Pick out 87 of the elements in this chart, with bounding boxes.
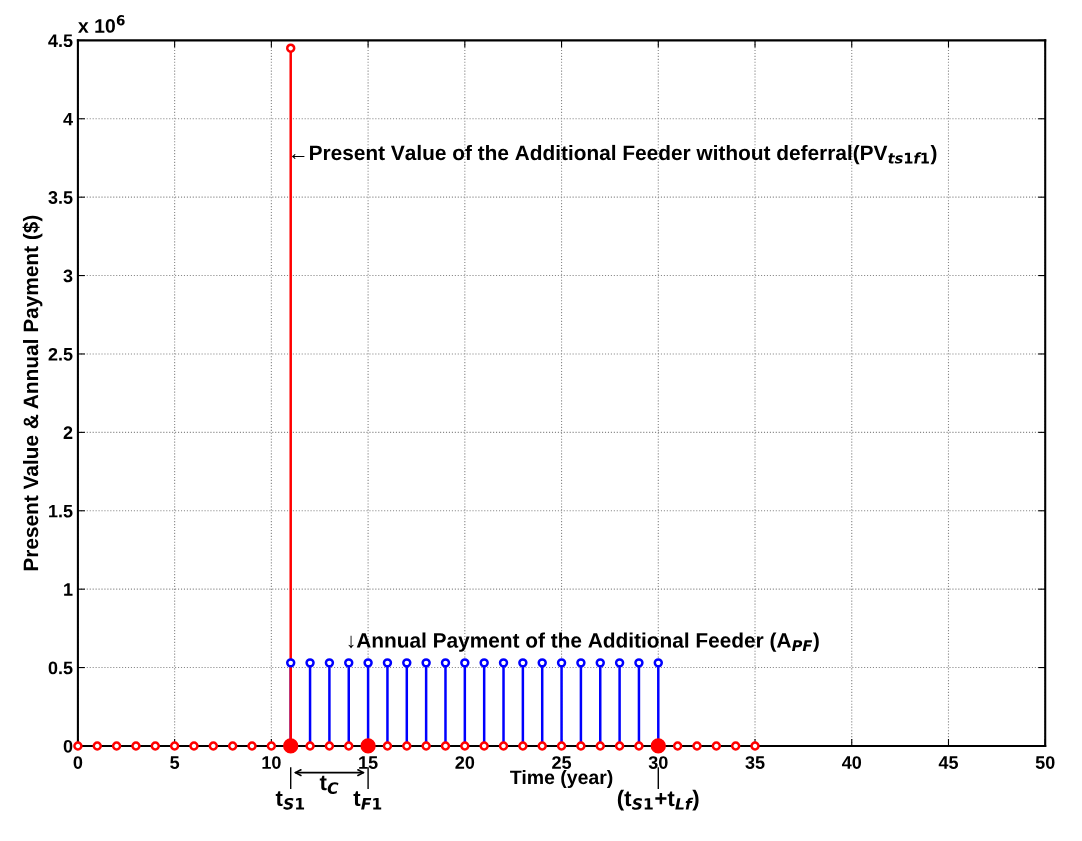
- y-tick-label: 3.5: [48, 191, 73, 204]
- point: [537, 658, 547, 668]
- point: [305, 658, 315, 668]
- point: [189, 741, 199, 751]
- y-tick-label: 4.5: [48, 34, 73, 48]
- y-axis-title: Present Value & Annual Payment ($): [22, 215, 43, 571]
- x-tick-label: 0: [73, 756, 83, 769]
- point: [402, 658, 412, 668]
- x-tick-label: 5: [170, 756, 180, 769]
- y-tick-label: 2: [63, 426, 73, 439]
- y-tick-label: 2.5: [48, 347, 73, 361]
- x-tick-label: 45: [938, 756, 959, 769]
- x-axis-title: Time (year): [510, 769, 613, 789]
- point: [440, 741, 451, 751]
- point: [421, 658, 431, 668]
- point: [247, 741, 257, 751]
- point: [614, 658, 625, 668]
- point: [460, 741, 470, 751]
- y-tick-label: 3: [63, 269, 73, 283]
- point: [556, 658, 567, 668]
- point: [518, 658, 528, 668]
- point: [556, 741, 567, 751]
- point: [595, 741, 605, 751]
- x-tick-label: 20: [455, 756, 475, 769]
- point: [576, 741, 586, 751]
- point: [460, 658, 470, 668]
- point: [382, 658, 393, 668]
- y-tick-label: 0: [63, 739, 73, 753]
- point: [382, 741, 393, 751]
- point: [73, 741, 83, 751]
- point: [324, 741, 335, 751]
- point: [92, 741, 102, 751]
- text: x 10$^{6}$: [78, 15, 125, 33]
- point: [169, 741, 180, 751]
- point: [440, 658, 451, 668]
- point: [634, 741, 644, 751]
- point: [650, 738, 666, 754]
- point: [360, 738, 376, 754]
- y-tick-label: 1.5: [49, 504, 73, 518]
- point: [285, 658, 296, 668]
- x-tick-label: 15: [359, 756, 378, 769]
- point: [537, 741, 547, 751]
- point: [344, 658, 354, 668]
- x-tick-label: 10: [262, 756, 281, 769]
- point: [421, 741, 431, 751]
- point: [672, 741, 683, 751]
- point: [653, 658, 664, 668]
- point: [576, 658, 586, 668]
- annotation: ←Present Value of the Additional Feeder without deferral(PV$_{ts1f1}$): [292, 144, 937, 165]
- point: [324, 658, 335, 668]
- point: [285, 43, 296, 53]
- point: [498, 658, 509, 668]
- point: [730, 741, 741, 751]
- annotation: t$_{S1}$: [275, 791, 305, 810]
- point: [150, 741, 161, 751]
- annotation: (t$_{S1}$+t$_{Lf}$): [617, 789, 699, 811]
- point: [518, 741, 528, 751]
- x-tick-label: 50: [1035, 756, 1055, 769]
- point: [266, 741, 277, 751]
- y-tick-label: 4: [63, 112, 73, 126]
- point: [283, 738, 299, 754]
- x-tick-label: 35: [745, 756, 765, 769]
- point: [711, 741, 722, 751]
- point: [227, 741, 238, 751]
- point: [402, 741, 412, 751]
- point: [305, 741, 315, 751]
- y-tick-label: 0.5: [48, 661, 73, 675]
- point: [614, 741, 625, 751]
- point: [363, 658, 373, 668]
- text: t$_{C}$: [319, 775, 339, 794]
- point: [595, 658, 605, 668]
- point: [208, 741, 219, 751]
- x-tick-label: 40: [841, 756, 862, 769]
- point: [479, 741, 489, 751]
- point: [479, 658, 489, 668]
- annotation: ↓Annual Payment of the Additional Feeder (A$_{PF}$): [348, 632, 819, 652]
- point: [344, 741, 354, 751]
- point: [498, 741, 509, 751]
- point: [692, 741, 702, 751]
- point: [750, 741, 760, 751]
- point: [634, 658, 644, 668]
- x-tick-label: 25: [552, 756, 572, 769]
- annotation: t$_{F1}$: [353, 791, 382, 810]
- point: [131, 741, 141, 751]
- y-tick-label: 1: [64, 583, 73, 596]
- point: [111, 741, 122, 751]
- x-tick-label: 30: [648, 756, 668, 769]
